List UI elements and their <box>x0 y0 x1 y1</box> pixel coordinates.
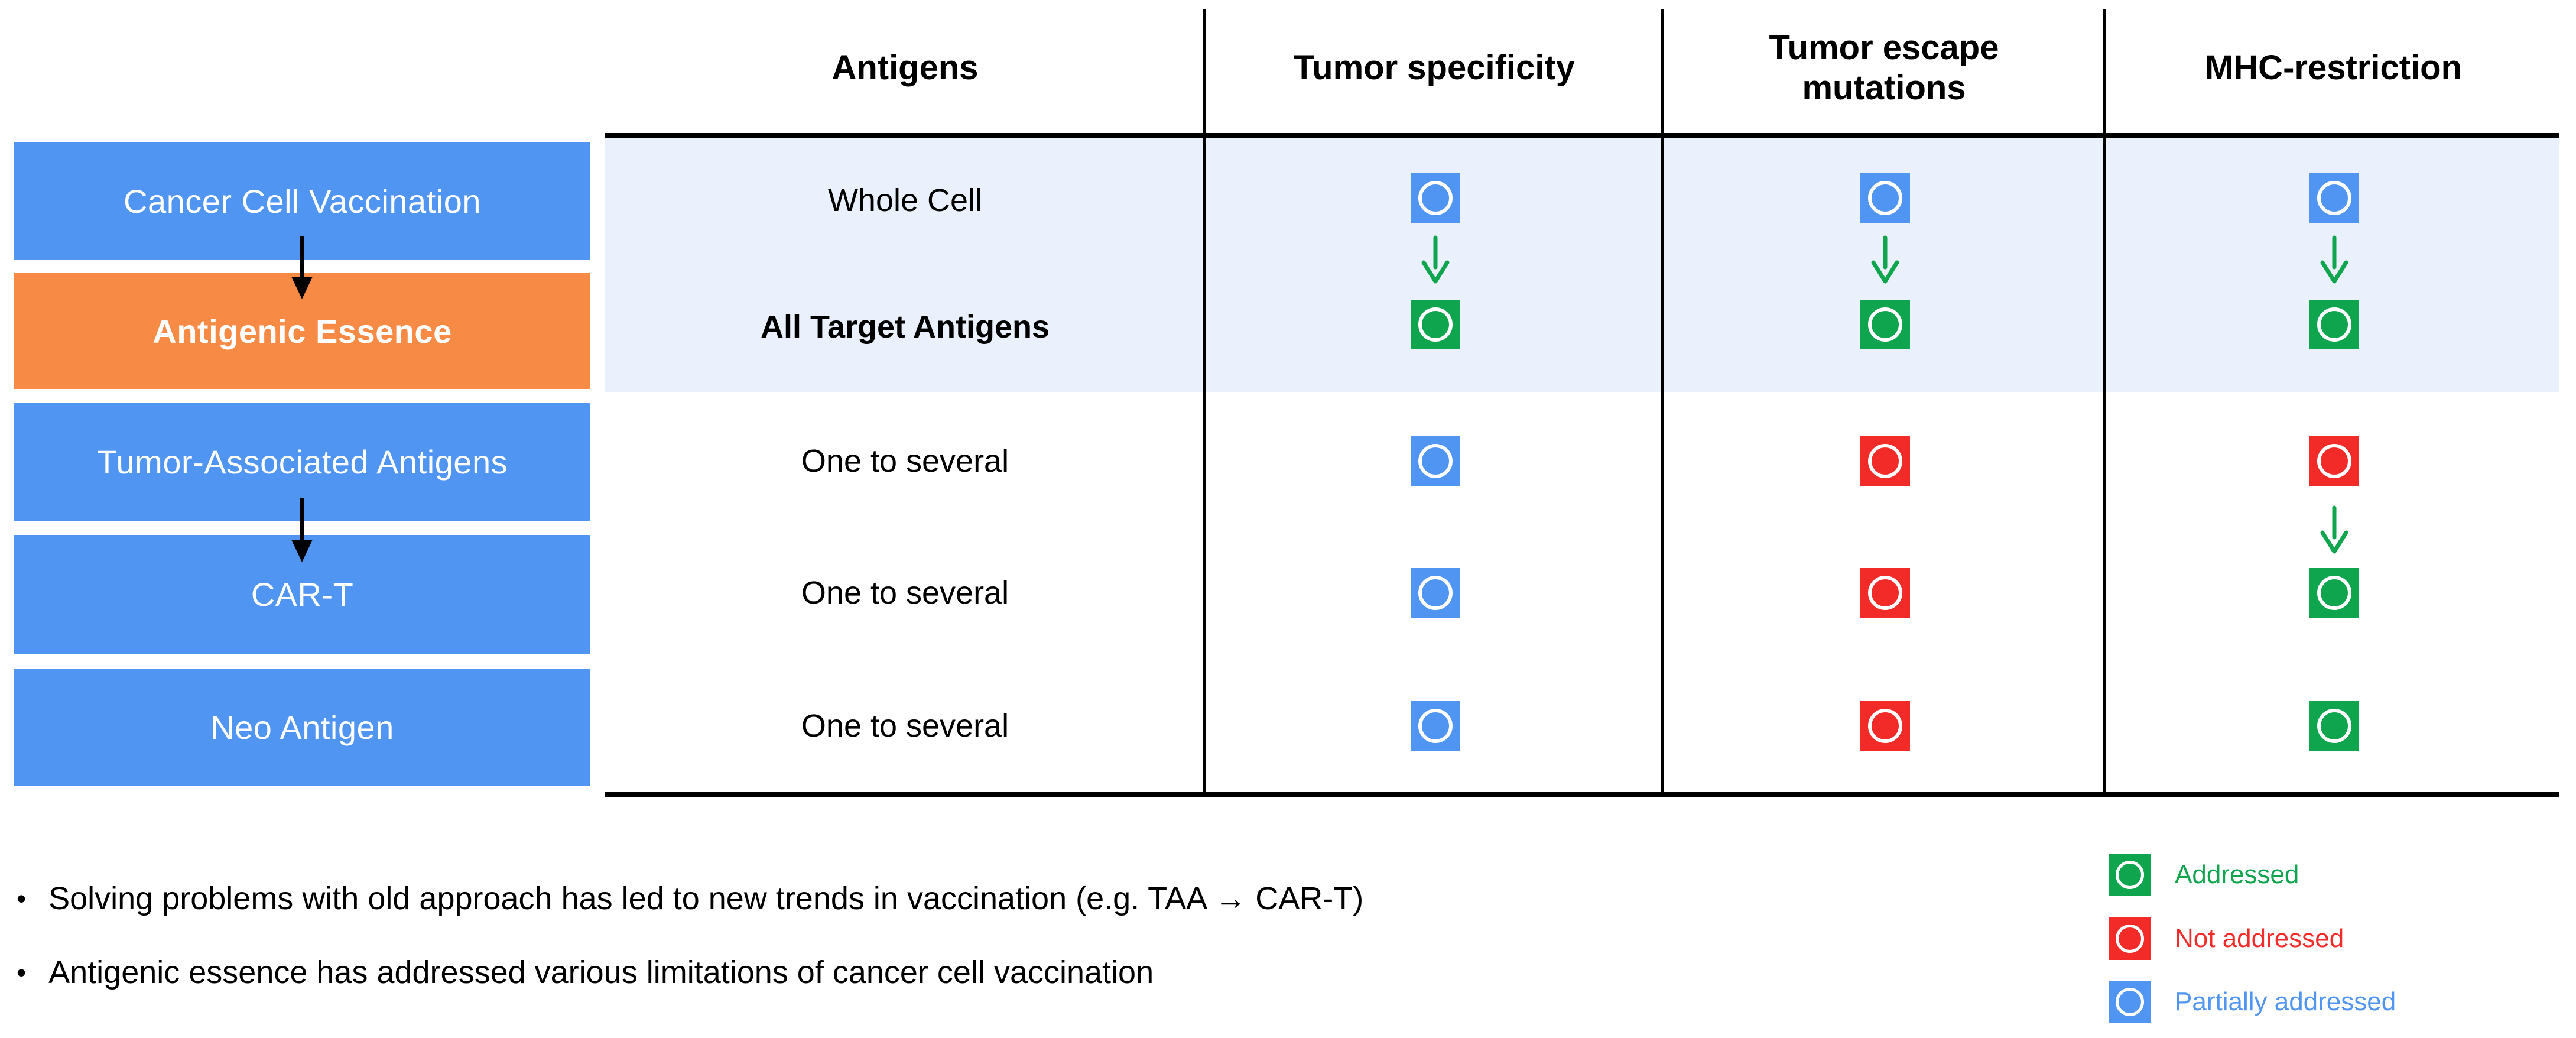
circle-glyph <box>2116 988 2144 1016</box>
status-icon <box>1411 173 1460 223</box>
column-header-mhc-restriction: MHC-restriction <box>2204 48 2463 87</box>
circle-glyph <box>1418 444 1453 478</box>
column-header-text: Tumor escape mutations <box>1769 28 1999 107</box>
circle-glyph <box>1418 181 1453 215</box>
circle-glyph <box>1418 307 1453 342</box>
improvement-arrow-icon <box>2320 505 2348 554</box>
status-icon <box>1411 701 1460 751</box>
flow-box-antigenic-essence: Antigenic Essence <box>14 273 590 389</box>
status-icon <box>2109 981 2151 1023</box>
bullet-text: Antigenic essence has addressed various … <box>48 955 1154 990</box>
bullet-text: Solving problems with old approach has l… <box>48 881 1364 916</box>
circle-glyph <box>2317 444 2351 478</box>
circle-glyph <box>1868 444 1902 478</box>
legend-label: Partially addressed <box>2175 987 2396 1016</box>
antigens-cell: Whole Cell <box>827 183 983 218</box>
bullet-dot: • <box>17 883 27 914</box>
table-top-border <box>605 133 2559 138</box>
circle-glyph <box>2317 181 2351 215</box>
circle-glyph <box>1868 709 1902 743</box>
circle-glyph <box>1868 307 1902 342</box>
circle-glyph <box>1868 181 1902 215</box>
antigens-cell: One to several <box>801 708 1009 744</box>
bullet-item: • Solving problems with old approach has… <box>17 879 1363 918</box>
status-icon <box>2109 854 2151 896</box>
status-icon <box>1860 173 1910 223</box>
legend-label: Not addressed <box>2175 924 2344 953</box>
status-icon <box>1860 701 1910 751</box>
circle-glyph <box>2116 861 2144 889</box>
circle-glyph <box>2317 307 2351 342</box>
status-icon <box>1860 300 1910 349</box>
circle-glyph <box>2317 576 2351 610</box>
down-arrow-icon <box>291 498 313 562</box>
status-icon <box>1860 436 1910 486</box>
column-header-tumor-specificity: Tumor specificity <box>1294 48 1575 87</box>
antigens-cell: All Target Antigens <box>760 309 1050 345</box>
column-divider <box>1203 9 1206 797</box>
improvement-arrow-icon <box>1871 235 1899 284</box>
status-icon <box>1411 300 1460 349</box>
status-icon <box>2309 173 2359 223</box>
circle-glyph <box>1868 576 1902 610</box>
legend-item-addressed: Addressed <box>2109 854 2299 896</box>
column-divider <box>2103 9 2106 797</box>
legend-label: Addressed <box>2175 860 2299 889</box>
circle-glyph <box>1418 576 1453 610</box>
circle-glyph <box>1418 709 1453 743</box>
down-arrow-icon <box>291 236 313 299</box>
column-header-tumor-escape-mutations: Tumor escape mutations <box>1665 9 2103 127</box>
status-icon <box>2109 917 2151 960</box>
status-icon <box>1411 436 1460 486</box>
highlight-band <box>605 138 2559 392</box>
status-icon <box>2309 568 2359 618</box>
column-divider <box>1661 9 1664 797</box>
legend-item-partially-addressed: Partially addressed <box>2109 981 2396 1023</box>
column-header-antigens: Antigens <box>831 48 979 87</box>
improvement-arrow-icon <box>1421 235 1450 284</box>
legend-item-not-addressed: Not addressed <box>2109 917 2344 960</box>
flow-box-neo-antigen: Neo Antigen <box>14 669 590 786</box>
improvement-arrow-icon <box>2320 235 2348 284</box>
status-icon <box>1411 568 1460 618</box>
circle-glyph <box>2116 925 2144 953</box>
bullet-item: • Antigenic essence has addressed variou… <box>17 953 1154 992</box>
flow-box-car-t: CAR-T <box>14 535 590 654</box>
antigens-cell: One to several <box>801 575 1009 611</box>
table-bottom-border <box>605 792 2559 797</box>
circle-glyph <box>2317 709 2351 743</box>
status-icon <box>2309 436 2359 486</box>
antigens-cell: One to several <box>801 443 1009 479</box>
status-icon <box>1860 568 1910 618</box>
bullet-dot: • <box>17 957 27 988</box>
status-icon <box>2309 300 2359 349</box>
status-icon <box>2309 701 2359 751</box>
